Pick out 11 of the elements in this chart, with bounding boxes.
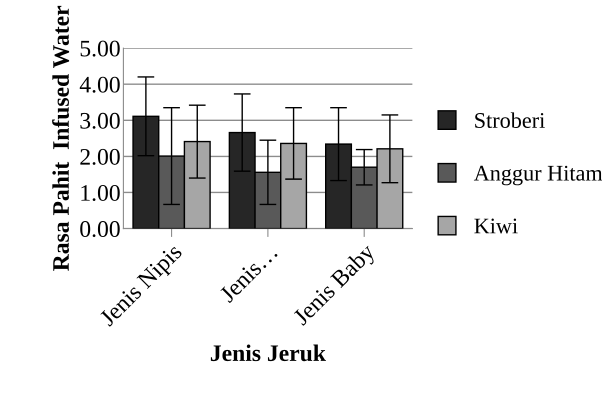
y-tick-label: 4.00 — [80, 76, 120, 93]
legend-label: Anggur Hitam — [474, 166, 602, 186]
x-axis-title: Jenis Jeruk — [210, 344, 326, 362]
legend-label: Stroberi — [475, 112, 545, 128]
y-tick-label: 5.00 — [80, 40, 120, 57]
y-axis-title: Rasa Pahit Infused Water — [52, 6, 70, 271]
y-tick-label: 1.00 — [81, 184, 120, 202]
y-tick-label: 0.00 — [80, 221, 120, 238]
legend-label: Kiwi — [474, 218, 518, 234]
y-tick-label: 3.00 — [80, 112, 120, 129]
y-tick-label: 2.00 — [80, 148, 120, 165]
